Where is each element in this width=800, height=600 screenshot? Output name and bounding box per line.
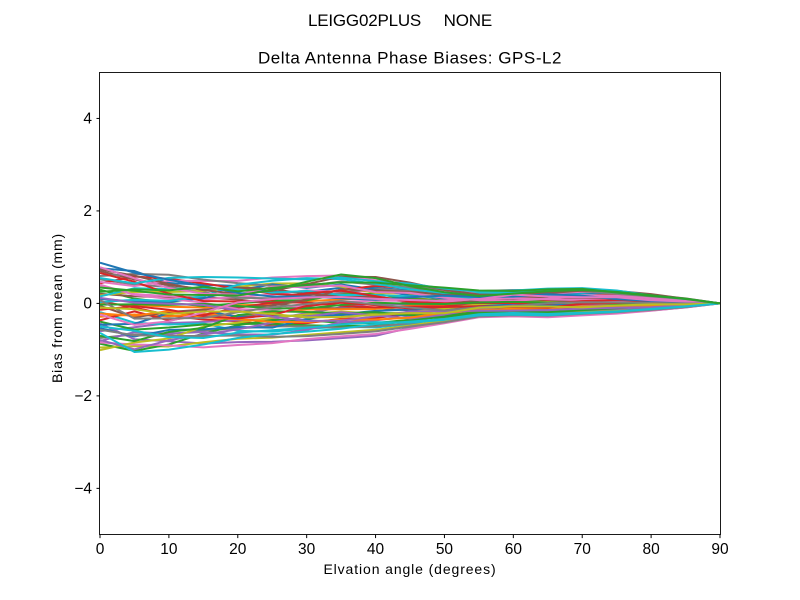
svg-text:Bias from mean (mm): Bias from mean (mm) bbox=[49, 233, 65, 383]
svg-text:10: 10 bbox=[160, 541, 178, 558]
svg-text:90: 90 bbox=[711, 541, 729, 558]
svg-text:70: 70 bbox=[574, 541, 592, 558]
svg-text:Elvation angle (degrees): Elvation angle (degrees) bbox=[323, 561, 496, 577]
svg-text:80: 80 bbox=[642, 541, 660, 558]
svg-text:50: 50 bbox=[436, 541, 454, 558]
svg-text:Delta Antenna Phase Biases: GP: Delta Antenna Phase Biases: GPS-L2 bbox=[258, 49, 562, 68]
svg-text:−2: −2 bbox=[74, 388, 92, 405]
svg-text:0: 0 bbox=[96, 541, 105, 558]
svg-text:−4: −4 bbox=[74, 481, 92, 498]
svg-text:20: 20 bbox=[229, 541, 247, 558]
svg-text:40: 40 bbox=[367, 541, 385, 558]
svg-text:0: 0 bbox=[83, 296, 92, 313]
svg-text:60: 60 bbox=[505, 541, 523, 558]
svg-text:2: 2 bbox=[83, 203, 92, 220]
svg-text:30: 30 bbox=[298, 541, 316, 558]
svg-text:4: 4 bbox=[83, 111, 92, 128]
svg-text:LEIGG02PLUS NONE: LEIGG02PLUS NONE bbox=[308, 11, 492, 30]
